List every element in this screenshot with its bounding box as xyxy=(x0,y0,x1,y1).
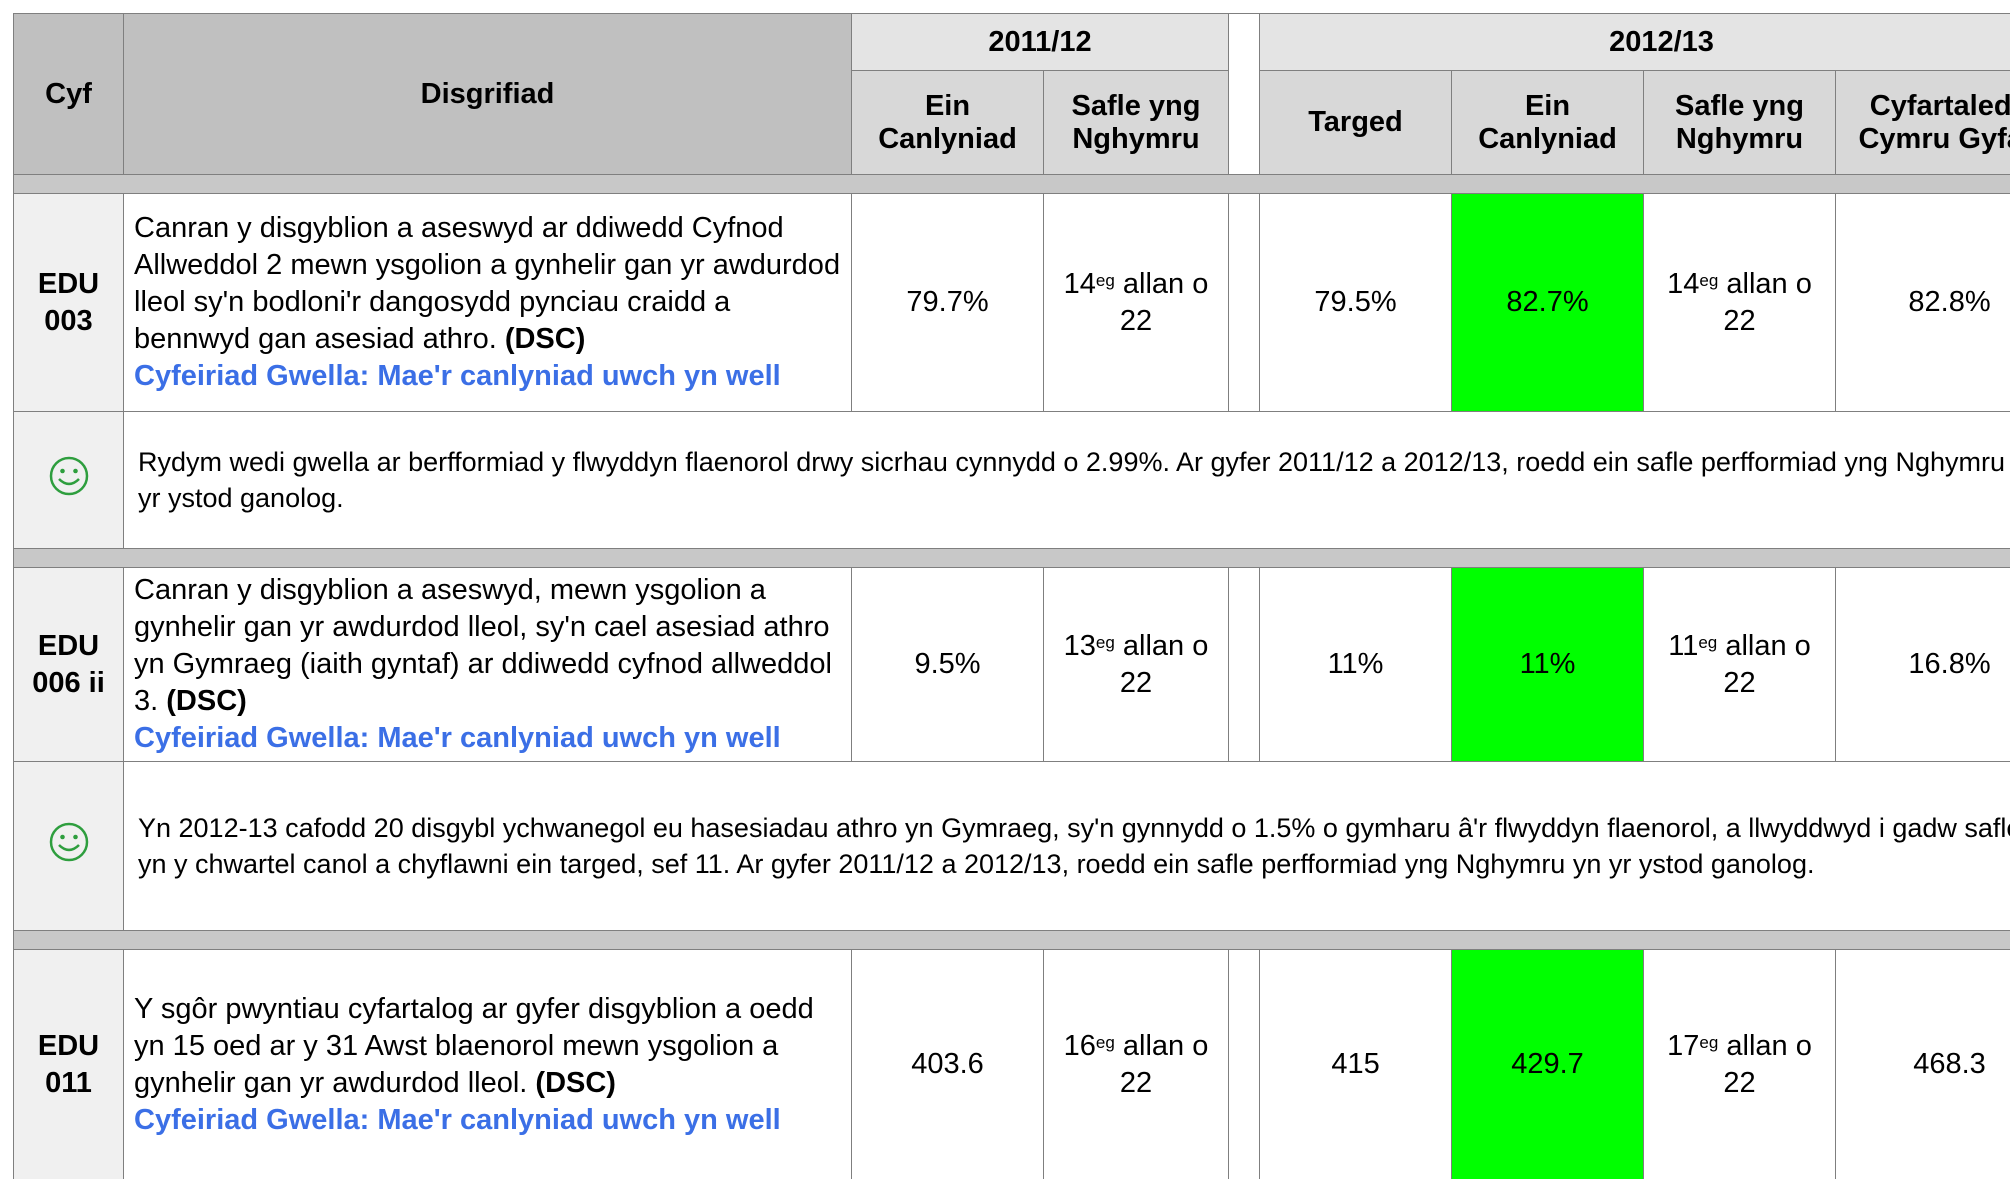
comment: Rydym wedi gwella ar berfformiad y flwyd… xyxy=(122,411,2010,549)
smiley-cell xyxy=(13,411,124,549)
description: Canran y disgyblion a aseswyd ar ddiwedd… xyxy=(134,212,841,355)
rank-suffix: eg xyxy=(1698,632,1718,652)
separator-row xyxy=(12,930,2010,950)
rank-text: allan o 22 xyxy=(1723,267,1812,337)
header-ref: Cyf xyxy=(13,13,124,175)
wales-average: 82.8% xyxy=(1835,193,2010,412)
target-2012: 11% xyxy=(1259,567,1453,762)
header-column: Targed xyxy=(1259,70,1453,175)
comment: Yn 2012-13 cafodd 20 disgybl ychwanegol … xyxy=(122,761,2010,931)
improvement: Cyfeiriad Gwella: Mae'r canlyniad uwch y… xyxy=(134,360,781,392)
indicator-row: EDU 003 Canran y disgyblion a aseswyd ar… xyxy=(13,193,2010,412)
rank-suffix: eg xyxy=(1699,270,1719,290)
description-cell: Canran y disgyblion a aseswyd ar ddiwedd… xyxy=(123,193,852,412)
ref: EDU 006 ii xyxy=(13,567,124,762)
rank-text: allan o 22 xyxy=(1723,1029,1812,1099)
header-gap xyxy=(1228,13,1261,175)
rank-2011: 14eg allan o 22 xyxy=(1042,193,1230,412)
gap xyxy=(1228,567,1261,762)
header-column: Safle yng Nghymru xyxy=(1042,70,1230,175)
source: (DSC) xyxy=(504,323,586,355)
result-2011: 9.5% xyxy=(851,567,1044,762)
header-year: 2012/13 xyxy=(1259,13,2010,71)
improvement: Cyfeiriad Gwella: Mae'r canlyniad uwch y… xyxy=(134,722,781,754)
rank-text: allan o 22 xyxy=(1119,267,1209,337)
rank-2011: 16eg allan o 22 xyxy=(1042,949,1230,1179)
target-2012: 415 xyxy=(1259,949,1453,1179)
comment-row: Yn 2012-13 cafodd 20 disgybl ychwanegol … xyxy=(13,761,2010,931)
result-2012: 429.7 xyxy=(1451,949,1645,1179)
rank-text: allan o 22 xyxy=(1119,1029,1209,1099)
indicator-row: EDU 006 ii Canran y disgyblion a aseswyd… xyxy=(13,567,2010,762)
gap xyxy=(1228,193,1261,412)
rank-2012: 14eg allan o 22 xyxy=(1643,193,1837,412)
rank-2011: 13eg allan o 22 xyxy=(1042,567,1230,762)
wales-average: 16.8% xyxy=(1835,567,2010,762)
smiley-cell xyxy=(13,761,124,931)
rank-position: 13 xyxy=(1063,629,1096,662)
performance-table: Cyf Disgrifiad 2011/12 2012/13 Ein Canly… xyxy=(12,13,2010,1179)
rank-suffix: eg xyxy=(1095,632,1115,652)
header-column: Ein Canlyniad xyxy=(1451,70,1645,175)
rank-position: 17 xyxy=(1667,1029,1700,1062)
rank-suffix: eg xyxy=(1095,270,1115,290)
rank-position: 11 xyxy=(1668,629,1699,662)
description-cell: Canran y disgyblion a aseswyd, mewn ysgo… xyxy=(123,567,852,762)
comment-row: Rydym wedi gwella ar berfformiad y flwyd… xyxy=(13,411,2010,549)
separator xyxy=(12,174,2010,194)
rank-position: 16 xyxy=(1063,1029,1096,1062)
rank-2012: 17eg allan o 22 xyxy=(1643,949,1837,1179)
indicator-row: EDU 011 Y sgôr pwyntiau cyfartalog ar gy… xyxy=(13,949,2010,1179)
result-2011: 403.6 xyxy=(851,949,1044,1179)
rank-suffix: eg xyxy=(1095,1032,1115,1052)
description: Y sgôr pwyntiau cyfartalog ar gyfer disg… xyxy=(134,992,814,1099)
ref: EDU 003 xyxy=(13,193,124,412)
table-body: EDU 003 Canran y disgyblion a aseswyd ar… xyxy=(12,174,2010,1179)
header-column: Cyfartaledd Cymru Gyfan xyxy=(1835,70,2010,175)
result-2011: 79.7% xyxy=(851,193,1044,412)
smiley-icon xyxy=(49,456,88,496)
header-column: Ein Canlyniad xyxy=(851,70,1044,175)
rank-position: 14 xyxy=(1063,267,1096,300)
header-column: Safle yng Nghymru xyxy=(1643,70,1837,175)
result-2012: 11% xyxy=(1451,567,1645,762)
header-year: 2011/12 xyxy=(850,13,1230,71)
description-cell: Y sgôr pwyntiau cyfartalog ar gyfer disg… xyxy=(123,949,852,1179)
result-2012: 82.7% xyxy=(1451,193,1645,412)
separator xyxy=(12,930,2010,950)
rank-text: allan o 22 xyxy=(1119,629,1209,699)
source: (DSC) xyxy=(535,1066,616,1099)
wales-average: 468.3 xyxy=(1835,949,2010,1179)
smiley-icon xyxy=(49,822,88,862)
separator-row xyxy=(12,174,2010,194)
rank-suffix: eg xyxy=(1699,1032,1719,1052)
header-description: Disgrifiad xyxy=(123,13,852,175)
source: (DSC) xyxy=(166,685,247,717)
rank-2012: 11eg allan o 22 xyxy=(1643,567,1837,762)
gap xyxy=(1228,949,1261,1179)
separator-row xyxy=(12,548,2010,568)
rank-position: 14 xyxy=(1667,267,1700,300)
ref: EDU 011 xyxy=(13,949,124,1179)
improvement: Cyfeiriad Gwella: Mae'r canlyniad uwch y… xyxy=(134,1103,781,1136)
separator xyxy=(12,548,2010,568)
description: Canran y disgyblion a aseswyd, mewn ysgo… xyxy=(134,574,832,717)
rank-text: allan o 22 xyxy=(1723,629,1811,699)
target-2012: 79.5% xyxy=(1259,193,1453,412)
